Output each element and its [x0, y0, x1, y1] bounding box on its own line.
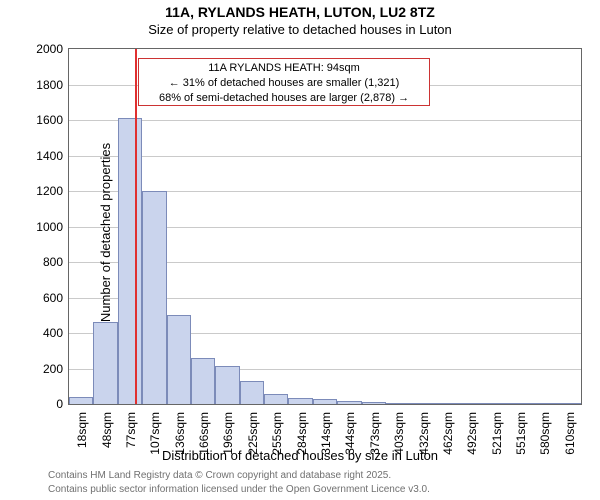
histogram-bar [557, 403, 581, 404]
gridline [69, 156, 581, 157]
histogram-bar [69, 397, 93, 404]
histogram-bar [142, 191, 166, 404]
histogram-bar [337, 401, 361, 404]
histogram-bar [288, 398, 312, 404]
histogram-bar [264, 394, 288, 404]
plot-area: 020040060080010001200140016001800200018s… [68, 48, 582, 405]
histogram-bar [362, 402, 386, 404]
annotation-line: ← 31% of detached houses are smaller (1,… [143, 76, 425, 91]
ytick-label: 400 [43, 326, 69, 340]
histogram-bar [386, 403, 410, 404]
annotation-line: 11A RYLANDS HEATH: 94sqm [143, 61, 425, 76]
annotation-line: 68% of semi-detached houses are larger (… [143, 91, 425, 106]
histogram-bar [532, 403, 556, 404]
ytick-label: 200 [43, 362, 69, 376]
histogram-bar [118, 118, 142, 404]
ytick-label: 600 [43, 291, 69, 305]
histogram-chart: 11A, RYLANDS HEATH, LUTON, LU2 8TZ Size … [0, 0, 600, 500]
histogram-bar [459, 403, 483, 404]
histogram-bar [191, 358, 215, 404]
ytick-label: 1400 [36, 149, 69, 163]
annotation-box: 11A RYLANDS HEATH: 94sqm← 31% of detache… [138, 58, 430, 106]
x-axis-label: Distribution of detached houses by size … [0, 448, 600, 463]
ytick-label: 1000 [36, 220, 69, 234]
gridline [69, 120, 581, 121]
histogram-bar [240, 381, 264, 404]
histogram-bar [215, 366, 239, 404]
histogram-bar [483, 403, 507, 404]
histogram-bar [435, 403, 459, 404]
ytick-label: 1600 [36, 113, 69, 127]
histogram-bar [313, 399, 337, 404]
ytick-label: 2000 [36, 42, 69, 56]
ytick-label: 0 [56, 397, 69, 411]
histogram-bar [508, 403, 532, 404]
xtick-label: 48sqm [98, 412, 114, 448]
attribution-line-1: Contains HM Land Registry data © Crown c… [48, 470, 391, 481]
y-axis-label: Number of detached properties [98, 143, 113, 322]
chart-subtitle: Size of property relative to detached ho… [0, 22, 600, 37]
chart-title: 11A, RYLANDS HEATH, LUTON, LU2 8TZ [0, 4, 600, 20]
histogram-bar [410, 403, 434, 404]
marker-line [135, 49, 137, 404]
histogram-bar [93, 322, 117, 404]
xtick-label: 18sqm [73, 412, 89, 448]
xtick-label: 77sqm [122, 412, 138, 448]
ytick-label: 800 [43, 255, 69, 269]
ytick-label: 1200 [36, 184, 69, 198]
attribution-line-2: Contains public sector information licen… [48, 484, 430, 495]
ytick-label: 1800 [36, 78, 69, 92]
histogram-bar [167, 315, 191, 404]
